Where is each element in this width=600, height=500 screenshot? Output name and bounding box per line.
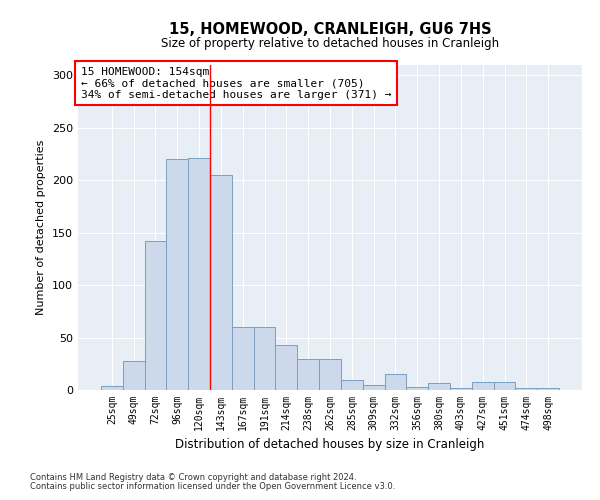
Bar — [145, 241, 166, 390]
Text: Size of property relative to detached houses in Cranleigh: Size of property relative to detached ho… — [161, 38, 499, 51]
Bar — [537, 388, 559, 390]
Bar — [210, 175, 232, 390]
X-axis label: Distribution of detached houses by size in Cranleigh: Distribution of detached houses by size … — [175, 438, 485, 452]
Bar — [515, 388, 537, 390]
Bar — [319, 358, 341, 390]
Text: Contains HM Land Registry data © Crown copyright and database right 2024.: Contains HM Land Registry data © Crown c… — [30, 473, 356, 482]
Bar — [363, 385, 385, 390]
Text: Contains public sector information licensed under the Open Government Licence v3: Contains public sector information licen… — [30, 482, 395, 491]
Text: 15, HOMEWOOD, CRANLEIGH, GU6 7HS: 15, HOMEWOOD, CRANLEIGH, GU6 7HS — [169, 22, 491, 38]
Bar — [166, 160, 188, 390]
Bar — [188, 158, 210, 390]
Bar — [341, 380, 363, 390]
Bar — [472, 382, 494, 390]
Y-axis label: Number of detached properties: Number of detached properties — [37, 140, 46, 315]
Bar — [232, 327, 254, 390]
Bar — [494, 382, 515, 390]
Bar — [254, 327, 275, 390]
Bar — [123, 360, 145, 390]
Text: 15 HOMEWOOD: 154sqm
← 66% of detached houses are smaller (705)
34% of semi-detac: 15 HOMEWOOD: 154sqm ← 66% of detached ho… — [80, 66, 391, 100]
Bar — [385, 374, 406, 390]
Bar — [101, 386, 123, 390]
Bar — [406, 387, 428, 390]
Bar — [297, 358, 319, 390]
Bar — [428, 382, 450, 390]
Bar — [450, 388, 472, 390]
Bar — [275, 345, 297, 390]
